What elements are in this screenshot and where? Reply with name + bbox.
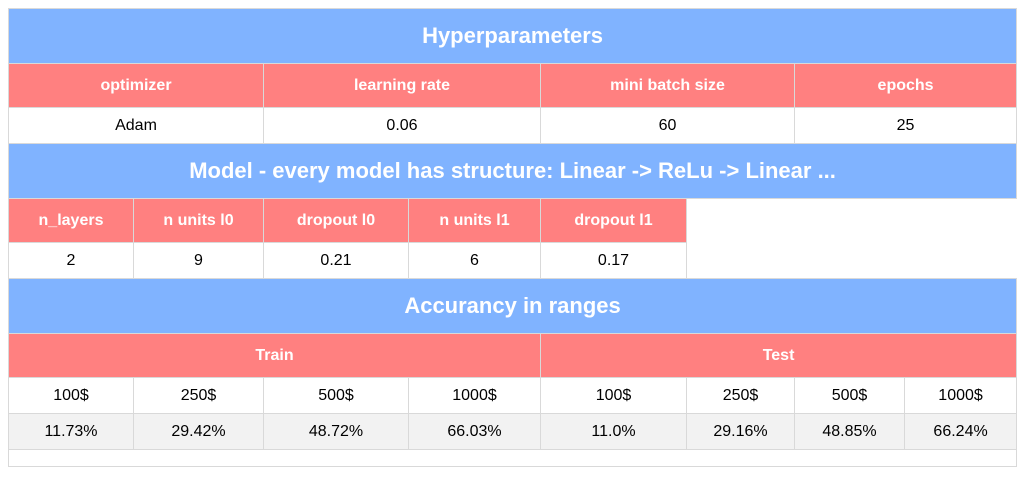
header-dropout-l1: dropout l1: [540, 198, 687, 243]
value-n-units-l0: 9: [133, 242, 264, 279]
range-train-1000: 1000$: [408, 377, 541, 414]
range-test-1000: 1000$: [903, 377, 1018, 414]
results-table: Hyperparameters optimizer learning rate …: [7, 8, 1018, 467]
accuracy-title: Accurancy in ranges: [7, 278, 1018, 334]
accuracy-train-100: 11.73%: [8, 413, 134, 450]
accuracy-train-1000: 66.03%: [408, 413, 541, 450]
value-epochs: 25: [793, 107, 1018, 144]
accuracy-test-1000: 66.24%: [903, 413, 1018, 450]
value-optimizer: Adam: [8, 107, 264, 144]
accuracy-test-100: 11.0%: [540, 413, 687, 450]
model-title: Model - every model has structure: Linea…: [7, 143, 1018, 199]
header-n-units-l0: n units l0: [133, 198, 264, 243]
value-n-units-l1: 6: [408, 242, 541, 279]
header-mini-batch-size: mini batch size: [540, 63, 795, 108]
range-test-100: 100$: [540, 377, 687, 414]
value-dropout-l0: 0.21: [263, 242, 409, 279]
range-test-500: 500$: [794, 377, 905, 414]
accuracy-test-500: 48.85%: [794, 413, 905, 450]
value-n-layers: 2: [8, 242, 134, 279]
header-learning-rate: learning rate: [263, 63, 541, 108]
header-epochs: epochs: [793, 63, 1018, 108]
accuracy-train-250: 29.42%: [133, 413, 264, 450]
header-dropout-l0: dropout l0: [263, 198, 409, 243]
value-learning-rate: 0.06: [263, 107, 541, 144]
header-optimizer: optimizer: [8, 63, 264, 108]
value-mini-batch-size: 60: [540, 107, 795, 144]
range-train-100: 100$: [8, 377, 134, 414]
header-train: Train: [8, 333, 541, 378]
results-table-wrapper: Hyperparameters optimizer learning rate …: [7, 8, 1018, 467]
range-test-250: 250$: [686, 377, 795, 414]
accuracy-test-250: 29.16%: [686, 413, 795, 450]
header-n-units-l1: n units l1: [408, 198, 541, 243]
header-test: Test: [539, 333, 1018, 378]
header-n-layers: n_layers: [8, 198, 134, 243]
range-train-500: 500$: [263, 377, 409, 414]
value-dropout-l1: 0.17: [540, 242, 687, 279]
accuracy-train-500: 48.72%: [263, 413, 409, 450]
table-footer-row: [7, 449, 1018, 467]
model-empty-area: [686, 198, 1017, 279]
range-train-250: 250$: [133, 377, 264, 414]
hyperparameters-title: Hyperparameters: [7, 8, 1018, 64]
